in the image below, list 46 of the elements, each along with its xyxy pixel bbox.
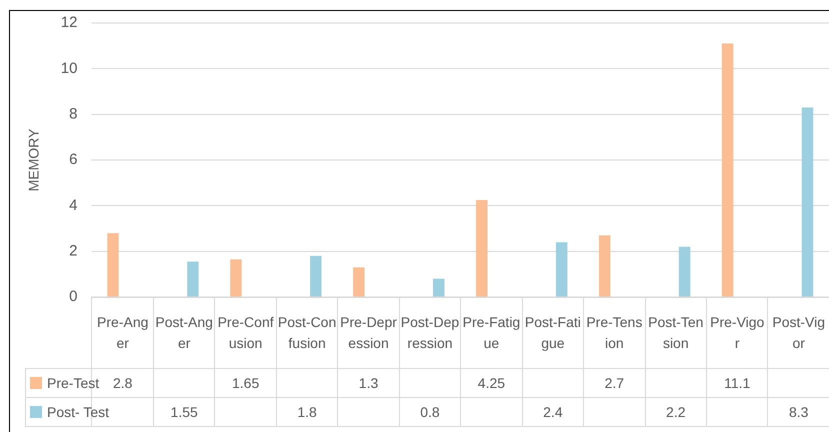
x-tick-label: Post-Fatigue [522, 298, 584, 368]
data-label: 1.65 [214, 368, 276, 398]
y-tick-label: 12 [60, 14, 78, 32]
x-tick-label: Post-Confusion [276, 298, 338, 368]
bar [722, 44, 734, 296]
x-tick-label: Post-Anger [153, 298, 215, 368]
data-label: 2.4 [522, 398, 584, 426]
bar [107, 233, 119, 296]
y-axis-title: MEMORY [25, 128, 42, 192]
bar [230, 259, 242, 296]
data-label: 2.7 [584, 368, 646, 398]
bar [556, 242, 568, 296]
bar [187, 262, 199, 296]
y-tick-label: 6 [69, 151, 78, 168]
y-tick-label: 10 [60, 60, 78, 77]
x-tick-label: Post-Depression [399, 298, 461, 368]
data-label: 8.3 [768, 398, 829, 426]
x-tick-label: Pre-Depression [338, 298, 400, 368]
data-label: 1.55 [153, 398, 215, 426]
legend-label: Post- Test [46, 402, 109, 422]
bar [353, 267, 365, 296]
bar [433, 278, 444, 296]
x-tick-label: Pre-Anger [92, 298, 154, 368]
x-tick-label: Pre-Vigor [706, 298, 768, 368]
x-tick-label: Post-Vigor [768, 298, 829, 368]
x-tick-label: Pre-Tension [584, 298, 646, 368]
y-tick-label: 2 [69, 242, 78, 260]
bar [310, 256, 322, 296]
data-label: 11.1 [706, 368, 768, 398]
y-tick-label: 8 [69, 105, 78, 122]
data-label: 4.25 [460, 368, 522, 398]
y-tick-label: 4 [69, 196, 78, 214]
bar [598, 235, 610, 296]
bar [802, 107, 814, 296]
data-label: 2.8 [112, 374, 132, 390]
x-tick-label: Post-Tension [645, 298, 707, 368]
data-label: 1.8 [276, 398, 338, 426]
bar [476, 200, 488, 296]
x-tick-label: Pre-Confusion [214, 298, 276, 368]
legend-label: Pre-Test [46, 374, 100, 392]
data-label: 2.2 [645, 398, 707, 426]
data-label: 1.3 [338, 368, 400, 398]
x-tick-label: Pre-Fatigue [460, 298, 522, 368]
bar [678, 246, 690, 296]
data-label: 0.8 [399, 398, 461, 426]
y-tick-label: 0 [69, 288, 78, 306]
